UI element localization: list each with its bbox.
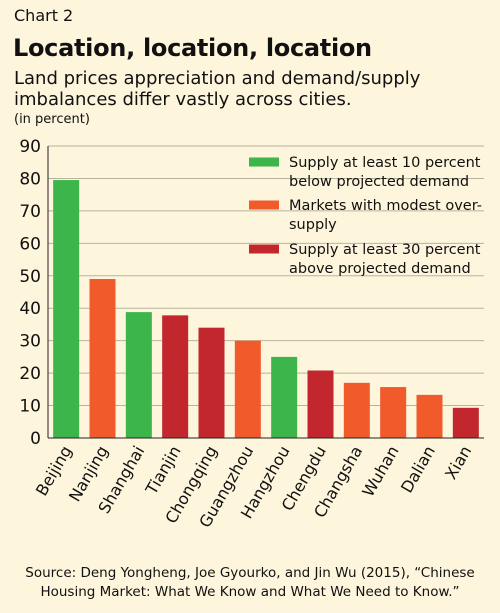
y-tick-label: 40 [19,299,41,319]
bar-guangzhou [234,340,261,438]
bar-wuhan [380,387,407,438]
bar-dalian [416,394,443,438]
y-tick-label: 50 [19,267,41,287]
bar-chengdu [307,370,334,438]
y-tick-label: 80 [19,169,41,189]
source-note: Source: Deng Yongheng, Joe Gyourko, and … [0,564,500,602]
legend-text: above projected demand [289,261,471,277]
y-tick-label: 90 [19,137,41,157]
chart-subtitle: Land prices appreciation and demand/supp… [14,68,421,110]
legend-swatch-oversupply [249,244,279,254]
bar-changsha [343,382,370,438]
x-tick-label: Dalian [397,443,439,497]
bar-tianjin [162,315,189,438]
chart-title: Location, location, location [13,34,372,62]
bar-beijing [53,180,80,439]
source-line-1: Source: Deng Yongheng, Joe Gyourko, and … [25,565,475,581]
x-tick-label: Xian [441,443,475,483]
legend-swatch-undersupply [249,157,279,167]
legend-text: supply [289,217,337,233]
x-tick-label: Wuhan [358,443,402,501]
legend-text: Supply at least 10 percent [289,155,481,171]
y-tick-label: 0 [30,429,41,449]
legend-text: Supply at least 30 percent [289,242,481,258]
chart-label: Chart 2 [14,6,74,25]
y-tick-label: 10 [19,397,41,417]
bar-hangzhou [271,356,298,438]
y-tick-label: 20 [19,364,41,384]
bar-chart: 0102030405060708090BeijingNanjingShangha… [19,137,484,531]
source-line-2: Housing Market: What We Know and What We… [40,584,460,600]
y-tick-label: 60 [19,234,41,254]
bar-nanjing [89,279,116,438]
legend-swatch-modest [249,200,279,210]
bar-chongqing [198,327,225,438]
y-tick-label: 70 [19,202,41,222]
y-tick-label: 30 [19,332,41,352]
bar-shanghai [125,312,152,438]
unit-note: (in percent) [14,112,90,127]
bar-xian [452,407,479,438]
legend-text: Markets with modest over- [289,198,482,214]
legend-text: below projected demand [289,174,469,190]
